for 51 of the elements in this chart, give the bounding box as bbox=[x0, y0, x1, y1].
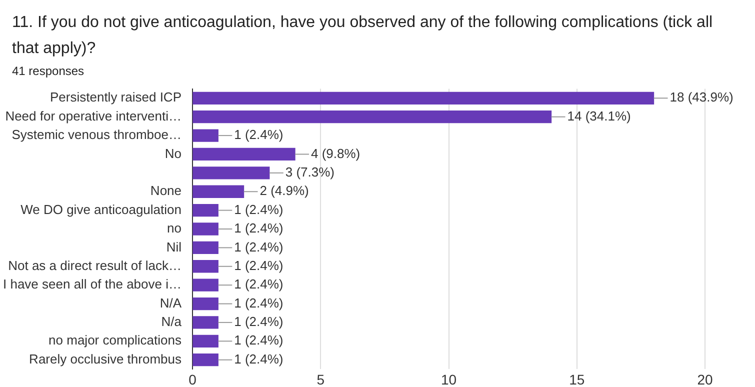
y-tick-label: Systemic venous thromboe… bbox=[12, 127, 182, 142]
data-label: 14 (34.1%) bbox=[567, 108, 631, 124]
bar bbox=[192, 260, 218, 273]
data-label: 1 (2.4%) bbox=[234, 127, 284, 142]
data-label: 1 (2.4%) bbox=[234, 295, 284, 310]
chart-title: 11. If you do not give anticoagulation, have you observed any of the following complications (tick all that apply)? bbox=[11, 13, 714, 59]
data-label: 1 (2.4%) bbox=[234, 258, 284, 273]
y-tick-label: no bbox=[167, 220, 182, 236]
y-tick-label: No bbox=[164, 146, 182, 161]
x-tick-label: 10 bbox=[440, 371, 457, 387]
data-label: 2 (4.9%) bbox=[260, 183, 309, 198]
x-tick-label: 15 bbox=[569, 371, 585, 387]
bar bbox=[192, 110, 552, 124]
data-label: 4 (9.8%) bbox=[311, 146, 360, 161]
data-label: 1 (2.4%) bbox=[234, 220, 284, 236]
data-label: 1 (2.4%) bbox=[234, 332, 284, 348]
bar bbox=[192, 92, 654, 104]
bar bbox=[192, 297, 218, 310]
y-tick-label: Not as a direct result of lack… bbox=[8, 258, 182, 273]
y-tick-label: N/a bbox=[161, 314, 182, 330]
bar bbox=[192, 166, 270, 180]
x-tick-label: 0 bbox=[188, 371, 197, 387]
bar bbox=[192, 129, 218, 142]
y-tick-label: I have seen all of the above i… bbox=[2, 276, 182, 292]
bar bbox=[192, 334, 218, 348]
bar bbox=[192, 354, 218, 366]
bar bbox=[192, 222, 218, 236]
data-label: 1 (2.4%) bbox=[234, 351, 284, 366]
bar bbox=[192, 316, 218, 329]
y-tick-label: Persistently raised ICP bbox=[50, 90, 182, 105]
data-label: 3 (7.3%) bbox=[285, 164, 335, 180]
data-label: 1 (2.4%) bbox=[234, 276, 284, 292]
data-label: 1 (2.4%) bbox=[234, 202, 284, 217]
x-tick-label: 20 bbox=[697, 371, 713, 387]
y-tick-label: None bbox=[150, 183, 182, 198]
y-tick-label: Need for operative interventi… bbox=[5, 108, 182, 124]
bar bbox=[192, 185, 244, 198]
y-tick-label: We DO give anticoagulation bbox=[20, 202, 182, 217]
data-label: 1 (2.4%) bbox=[234, 314, 284, 330]
bar bbox=[192, 241, 218, 254]
y-tick-label: N/A bbox=[160, 295, 182, 310]
bar bbox=[192, 204, 218, 217]
y-tick-label: no major complications bbox=[48, 332, 182, 348]
y-tick-label: Nil bbox=[166, 239, 182, 254]
bar bbox=[192, 278, 218, 292]
text: 41 responses bbox=[11, 63, 86, 78]
data-label: 18 (43.9%) bbox=[670, 90, 734, 105]
y-tick-label: Rarely occlusive thrombus bbox=[29, 351, 182, 366]
x-tick-label: 5 bbox=[316, 371, 325, 387]
bar bbox=[192, 148, 296, 161]
data-label: 1 (2.4%) bbox=[234, 239, 284, 254]
